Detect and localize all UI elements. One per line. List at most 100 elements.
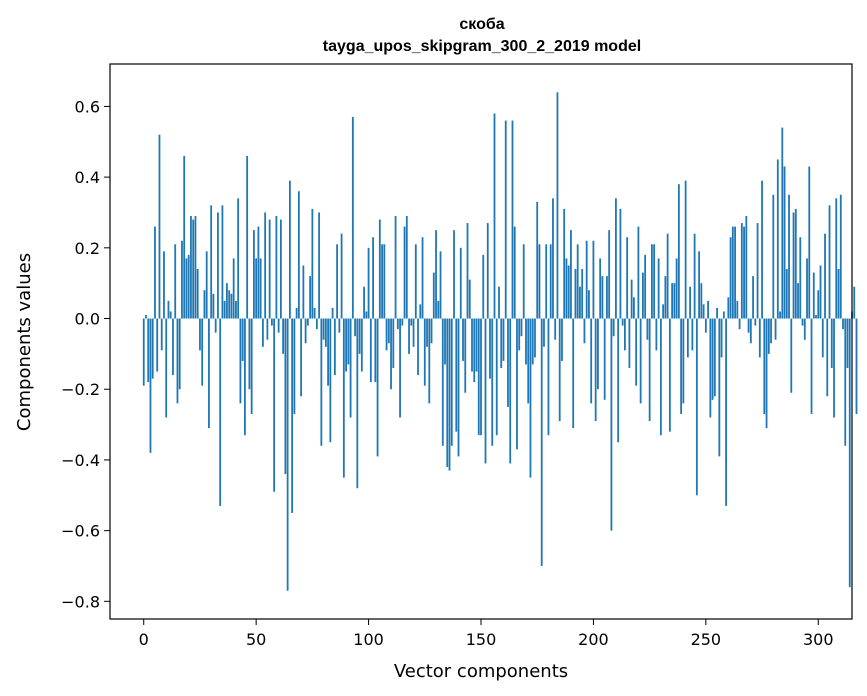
bar-111 [392, 318, 395, 369]
bar-90 [345, 318, 347, 372]
bar-310 [839, 194, 842, 319]
bar-275 [761, 180, 763, 319]
y-tick-label: −0.8 [61, 592, 100, 611]
bar-295 [806, 258, 808, 319]
bar-28 [205, 251, 208, 319]
bar-250 [704, 318, 707, 333]
bar-148 [475, 318, 478, 372]
bar-231 [662, 304, 665, 319]
bar-5 [154, 226, 156, 319]
bar-151 [482, 254, 485, 319]
bar-276 [763, 318, 766, 414]
bar-199 [590, 318, 593, 404]
bar-154 [489, 318, 491, 379]
bar-263 [734, 226, 736, 319]
bar-187 [563, 208, 566, 319]
bar-144 [466, 223, 469, 319]
bar-1 [145, 314, 147, 319]
bar-160 [502, 318, 505, 361]
bar-140 [457, 318, 460, 457]
bar-217 [630, 279, 633, 319]
bar-316 [853, 286, 856, 319]
bar-126 [426, 318, 428, 347]
bar-47 [248, 318, 251, 390]
bar-290 [794, 208, 797, 319]
bar-158 [498, 286, 500, 319]
bar-301 [819, 265, 822, 319]
bar-113 [396, 318, 399, 330]
bar-103 [374, 318, 377, 383]
bar-17 [181, 240, 183, 319]
bar-262 [731, 226, 734, 319]
bar-81 [324, 318, 327, 347]
bar-281 [774, 318, 777, 340]
bar-33 [217, 212, 219, 319]
bar-284 [781, 127, 784, 319]
bar-216 [628, 318, 631, 369]
bar-314 [848, 318, 851, 588]
bar-233 [666, 233, 669, 319]
bar-277 [765, 318, 768, 429]
bar-117 [405, 216, 408, 319]
bar-288 [790, 318, 793, 393]
bar-306 [830, 318, 833, 369]
bar-227 [653, 244, 656, 319]
bar-270 [749, 318, 752, 344]
bar-89 [342, 318, 345, 478]
bar-197 [585, 240, 588, 319]
bar-304 [826, 318, 829, 397]
bar-201 [594, 318, 597, 422]
bar-299 [815, 314, 817, 319]
bar-209 [612, 318, 615, 337]
bar-150 [480, 318, 482, 436]
bar-228 [655, 318, 658, 351]
bar-167 [518, 318, 521, 351]
bar-274 [758, 318, 761, 358]
x-tick-label: 300 [803, 630, 834, 649]
bar-42 [237, 198, 240, 319]
bar-105 [378, 219, 381, 319]
bar-210 [615, 198, 617, 319]
bar-178 [543, 318, 545, 347]
bar-70 [300, 318, 303, 397]
bar-138 [453, 230, 455, 319]
bar-52 [259, 258, 262, 319]
bar-175 [536, 201, 539, 319]
bar-0 [142, 318, 145, 386]
bar-101 [369, 318, 372, 383]
bar-34 [219, 318, 222, 506]
bar-84 [331, 307, 334, 319]
bar-104 [376, 318, 379, 457]
bar-39 [230, 293, 233, 319]
bar-71 [302, 265, 305, 319]
bar-249 [702, 304, 705, 319]
bar-182 [552, 198, 554, 319]
bar-179 [545, 244, 548, 319]
bar-63 [284, 318, 287, 475]
bar-48 [250, 318, 253, 414]
bar-312 [844, 318, 847, 446]
bar-292 [799, 237, 802, 319]
bar-75 [311, 208, 314, 319]
bar-107 [383, 244, 386, 319]
bar-69 [297, 191, 300, 319]
bar-74 [309, 276, 312, 319]
bar-22 [192, 219, 195, 319]
y-tick-label: −0.2 [61, 380, 100, 399]
bar-91 [347, 318, 350, 365]
bar-162 [507, 318, 509, 407]
bar-257 [720, 318, 723, 358]
bar-213 [621, 318, 624, 326]
bar-118 [408, 318, 410, 354]
bar-296 [808, 166, 811, 319]
y-tick-label: 0.4 [75, 168, 100, 187]
bar-191 [572, 318, 575, 429]
bar-73 [306, 318, 309, 326]
bar-186 [561, 318, 563, 361]
bar-214 [624, 318, 626, 351]
bar-215 [626, 237, 629, 319]
bar-9 [163, 251, 165, 319]
bar-20 [187, 254, 190, 319]
y-tick-label: 0.2 [75, 239, 100, 258]
bar-121 [414, 244, 417, 319]
